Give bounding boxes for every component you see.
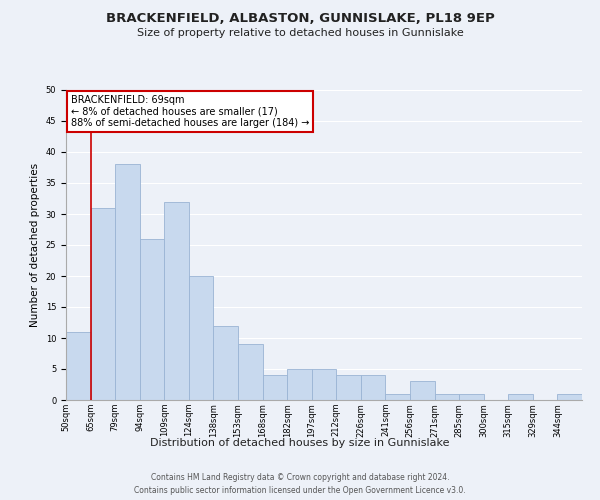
Text: Contains public sector information licensed under the Open Government Licence v3: Contains public sector information licen…	[134, 486, 466, 495]
Bar	[214, 326, 238, 400]
Bar	[361, 375, 385, 400]
Bar	[459, 394, 484, 400]
Bar	[410, 382, 434, 400]
Text: BRACKENFIELD: 69sqm
← 8% of detached houses are smaller (17)
88% of semi-detache: BRACKENFIELD: 69sqm ← 8% of detached hou…	[71, 94, 310, 128]
Bar	[287, 369, 312, 400]
Bar	[115, 164, 140, 400]
Bar	[91, 208, 115, 400]
Bar	[263, 375, 287, 400]
Text: BRACKENFIELD, ALBASTON, GUNNISLAKE, PL18 9EP: BRACKENFIELD, ALBASTON, GUNNISLAKE, PL18…	[106, 12, 494, 26]
Bar	[189, 276, 214, 400]
Text: Distribution of detached houses by size in Gunnislake: Distribution of detached houses by size …	[150, 438, 450, 448]
Bar	[312, 369, 336, 400]
Bar	[385, 394, 410, 400]
Y-axis label: Number of detached properties: Number of detached properties	[30, 163, 40, 327]
Bar	[164, 202, 189, 400]
Bar	[557, 394, 582, 400]
Text: Contains HM Land Registry data © Crown copyright and database right 2024.: Contains HM Land Registry data © Crown c…	[151, 472, 449, 482]
Bar	[336, 375, 361, 400]
Bar	[66, 332, 91, 400]
Text: Size of property relative to detached houses in Gunnislake: Size of property relative to detached ho…	[137, 28, 463, 38]
Bar	[508, 394, 533, 400]
Bar	[434, 394, 459, 400]
Bar	[140, 239, 164, 400]
Bar	[238, 344, 263, 400]
